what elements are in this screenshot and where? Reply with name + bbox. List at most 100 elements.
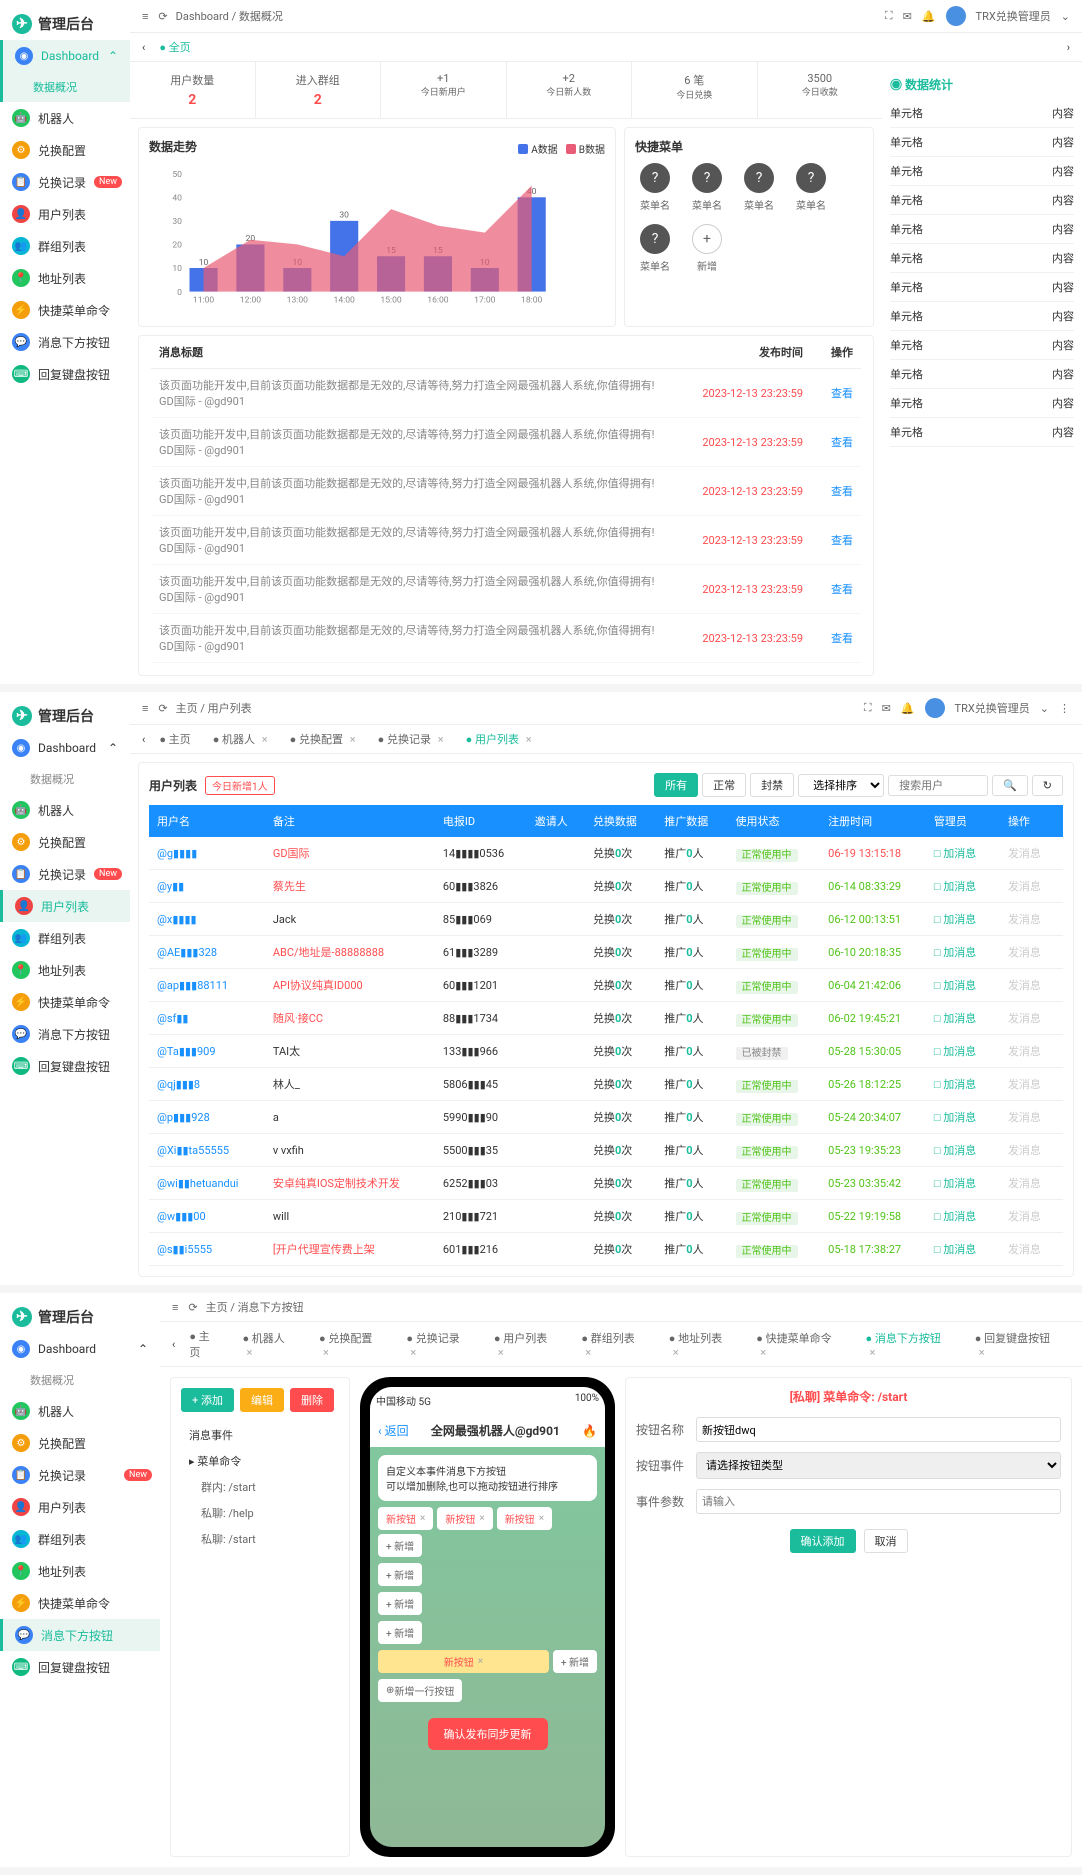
tab3-6[interactable]: ● 地址列表 × (661, 1328, 742, 1361)
tab3-4[interactable]: ● 用户列表 × (486, 1328, 567, 1361)
chip-add-5[interactable]: + 新增 (553, 1650, 597, 1673)
tab3-8[interactable]: ● 消息下方按钮 × (858, 1328, 961, 1361)
view-link[interactable]: 查看 (831, 387, 853, 400)
nav-msg_button[interactable]: 💬消息下方按钮 (0, 1619, 160, 1651)
chip-add-3[interactable]: + 新增 (378, 1592, 422, 1615)
shortcut-item[interactable]: ?菜单名 (687, 163, 727, 212)
nav-exchange_log[interactable]: 📋兑换记录New (0, 166, 130, 198)
tree-item-1[interactable]: 私聊: /help (181, 1500, 339, 1526)
edit-button[interactable]: 编辑 (240, 1388, 284, 1412)
nav-user_list[interactable]: 👤用户列表 (0, 890, 130, 922)
sort-select[interactable]: 选择排序 (798, 774, 884, 797)
tab3-5[interactable]: ● 群组列表 × (573, 1328, 654, 1361)
nav-exchange_log[interactable]: 📋兑换记录New (0, 858, 130, 890)
tree-item-0[interactable]: 群内: /start (181, 1474, 339, 1500)
nav-group_list[interactable]: 👥群组列表 (0, 230, 130, 262)
avatar[interactable] (925, 698, 945, 718)
shortcut-item[interactable]: ?菜单名 (739, 163, 779, 212)
tab3-0[interactable]: ● 主页 (181, 1326, 228, 1362)
input-name[interactable] (696, 1417, 1061, 1442)
message-icon[interactable]: ✉ (903, 10, 912, 23)
fullscreen-icon[interactable]: ⛶ (864, 701, 872, 715)
view-link[interactable]: 查看 (831, 583, 853, 596)
chip-add-4[interactable]: + 新增 (378, 1621, 422, 1644)
view-link[interactable]: 查看 (831, 485, 853, 498)
view-link[interactable]: 查看 (831, 436, 853, 449)
refresh-icon[interactable]: ⟳ (188, 1301, 197, 1314)
collapse-icon[interactable]: ≡ (172, 1301, 178, 1314)
view-link[interactable]: 查看 (831, 632, 853, 645)
select-event[interactable]: 请选择按钮类型 (696, 1452, 1061, 1479)
chip-new-2[interactable]: 新按钮× (437, 1507, 492, 1530)
chip-add-2[interactable]: + 新增 (378, 1563, 422, 1586)
chip-add-1[interactable]: + 新增 (378, 1534, 422, 1557)
phone-back[interactable]: ‹ 返回 (378, 1422, 409, 1439)
chip-addrow[interactable]: ⊕ 新增一行按钮 (378, 1679, 462, 1702)
nav-msg_button[interactable]: 💬消息下方按钮 (0, 1018, 130, 1050)
collapse-icon[interactable]: ≡ (142, 702, 148, 715)
tab3-1[interactable]: ● 机器人 × (234, 1328, 305, 1361)
tab-2[interactable]: ● 兑换配置 × (282, 729, 364, 749)
nav-shortcut_cmd[interactable]: ⚡快捷菜单命令 (0, 1587, 160, 1619)
bell-icon[interactable]: 🔔 (901, 702, 915, 715)
shortcut-add[interactable]: +新增 (687, 224, 727, 273)
tab-1[interactable]: ● 机器人 × (205, 729, 276, 749)
tab-3[interactable]: ● 兑换记录 × (370, 729, 452, 749)
nav-exchange_cfg[interactable]: ⚙兑换配置 (0, 134, 130, 166)
tree-menu-cmd[interactable]: ▸ 菜单命令 (181, 1448, 339, 1474)
nav-reply_kb[interactable]: ⌨回复键盘按钮 (0, 1651, 160, 1683)
nav-group_list[interactable]: 👥群组列表 (0, 922, 130, 954)
search-button[interactable]: 🔍 (992, 775, 1028, 796)
reset-button[interactable]: ↻ (1032, 775, 1063, 796)
chevron-down-icon[interactable]: ⌄ (1061, 10, 1070, 23)
shortcut-item[interactable]: ?菜单名 (635, 224, 675, 273)
avatar[interactable] (946, 6, 966, 26)
filter-all[interactable]: 所有 (654, 773, 698, 797)
shortcut-item[interactable]: ?菜单名 (635, 163, 675, 212)
nav-shortcut_cmd[interactable]: ⚡快捷菜单命令 (0, 294, 130, 326)
more-icon[interactable]: ⋮ (1059, 702, 1070, 715)
tab3-3[interactable]: ● 兑换记录 × (398, 1328, 479, 1361)
nav-addr_list[interactable]: 📍地址列表 (0, 954, 130, 986)
chip-new-3[interactable]: 新按钮× (497, 1507, 552, 1530)
nav-overview[interactable]: 数据概况 (0, 72, 130, 102)
message-icon[interactable]: ✉ (882, 702, 891, 715)
nav-dashboard[interactable]: ◉Dashboard⌃ (0, 732, 130, 764)
refresh-icon[interactable]: ⟳ (158, 702, 167, 715)
tab-0[interactable]: ● 主页 (151, 729, 198, 749)
input-param[interactable] (696, 1489, 1061, 1514)
nav-user_list[interactable]: 👤用户列表 (0, 1491, 160, 1523)
bell-icon[interactable]: 🔔 (922, 10, 936, 23)
filter-banned[interactable]: 封禁 (750, 773, 794, 797)
nav-addr_list[interactable]: 📍地址列表 (0, 1555, 160, 1587)
tab-4[interactable]: ● 用户列表 × (458, 729, 540, 749)
nav-robot[interactable]: 🤖机器人 (0, 1395, 160, 1427)
nav-shortcut_cmd[interactable]: ⚡快捷菜单命令 (0, 986, 130, 1018)
user-name[interactable]: TRX兑换管理员 (976, 8, 1051, 24)
nav-overview[interactable]: 数据概况 (0, 1365, 160, 1395)
nav-dashboard[interactable]: ◉Dashboard⌃ (0, 40, 130, 72)
tab-prev-icon[interactable]: ‹ (142, 41, 145, 54)
add-button[interactable]: + 添加 (181, 1388, 234, 1412)
tree-item-2[interactable]: 私聊: /start (181, 1526, 339, 1552)
nav-group_list[interactable]: 👥群组列表 (0, 1523, 160, 1555)
tab-next-icon[interactable]: › (1067, 41, 1070, 54)
cancel-button[interactable]: 取消 (864, 1529, 908, 1553)
collapse-icon[interactable]: ≡ (142, 10, 148, 23)
chip-highlight[interactable]: 新按钮× (378, 1650, 549, 1673)
tab3-7[interactable]: ● 快捷菜单命令 × (748, 1328, 851, 1361)
nav-reply_kb[interactable]: ⌨回复键盘按钮 (0, 358, 130, 390)
nav-user_list[interactable]: 👤用户列表 (0, 198, 130, 230)
search-input[interactable] (888, 775, 988, 796)
tab3-9[interactable]: ● 回复键盘按钮 × (967, 1328, 1070, 1361)
nav-addr_list[interactable]: 📍地址列表 (0, 262, 130, 294)
nav-exchange_log[interactable]: 📋兑换记录New (0, 1459, 160, 1491)
view-link[interactable]: 查看 (831, 534, 853, 547)
confirm-button[interactable]: 确认添加 (790, 1529, 856, 1553)
nav-overview[interactable]: 数据概况 (0, 764, 130, 794)
filter-normal[interactable]: 正常 (702, 773, 746, 797)
refresh-icon[interactable]: ⟳ (158, 10, 167, 23)
nav-reply_kb[interactable]: ⌨回复键盘按钮 (0, 1050, 130, 1082)
nav-exchange_cfg[interactable]: ⚙兑换配置 (0, 1427, 160, 1459)
nav-dashboard[interactable]: ◉Dashboard⌃ (0, 1333, 160, 1365)
